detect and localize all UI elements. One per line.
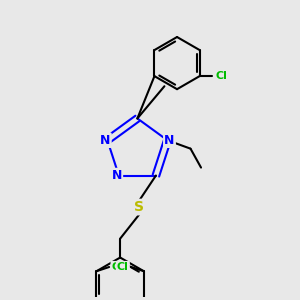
Text: N: N <box>100 134 110 147</box>
Text: N: N <box>112 169 122 182</box>
Text: Cl: Cl <box>117 262 129 272</box>
Text: Cl: Cl <box>112 262 124 272</box>
Text: S: S <box>134 200 144 214</box>
Text: N: N <box>164 134 175 147</box>
Text: Cl: Cl <box>216 71 227 81</box>
